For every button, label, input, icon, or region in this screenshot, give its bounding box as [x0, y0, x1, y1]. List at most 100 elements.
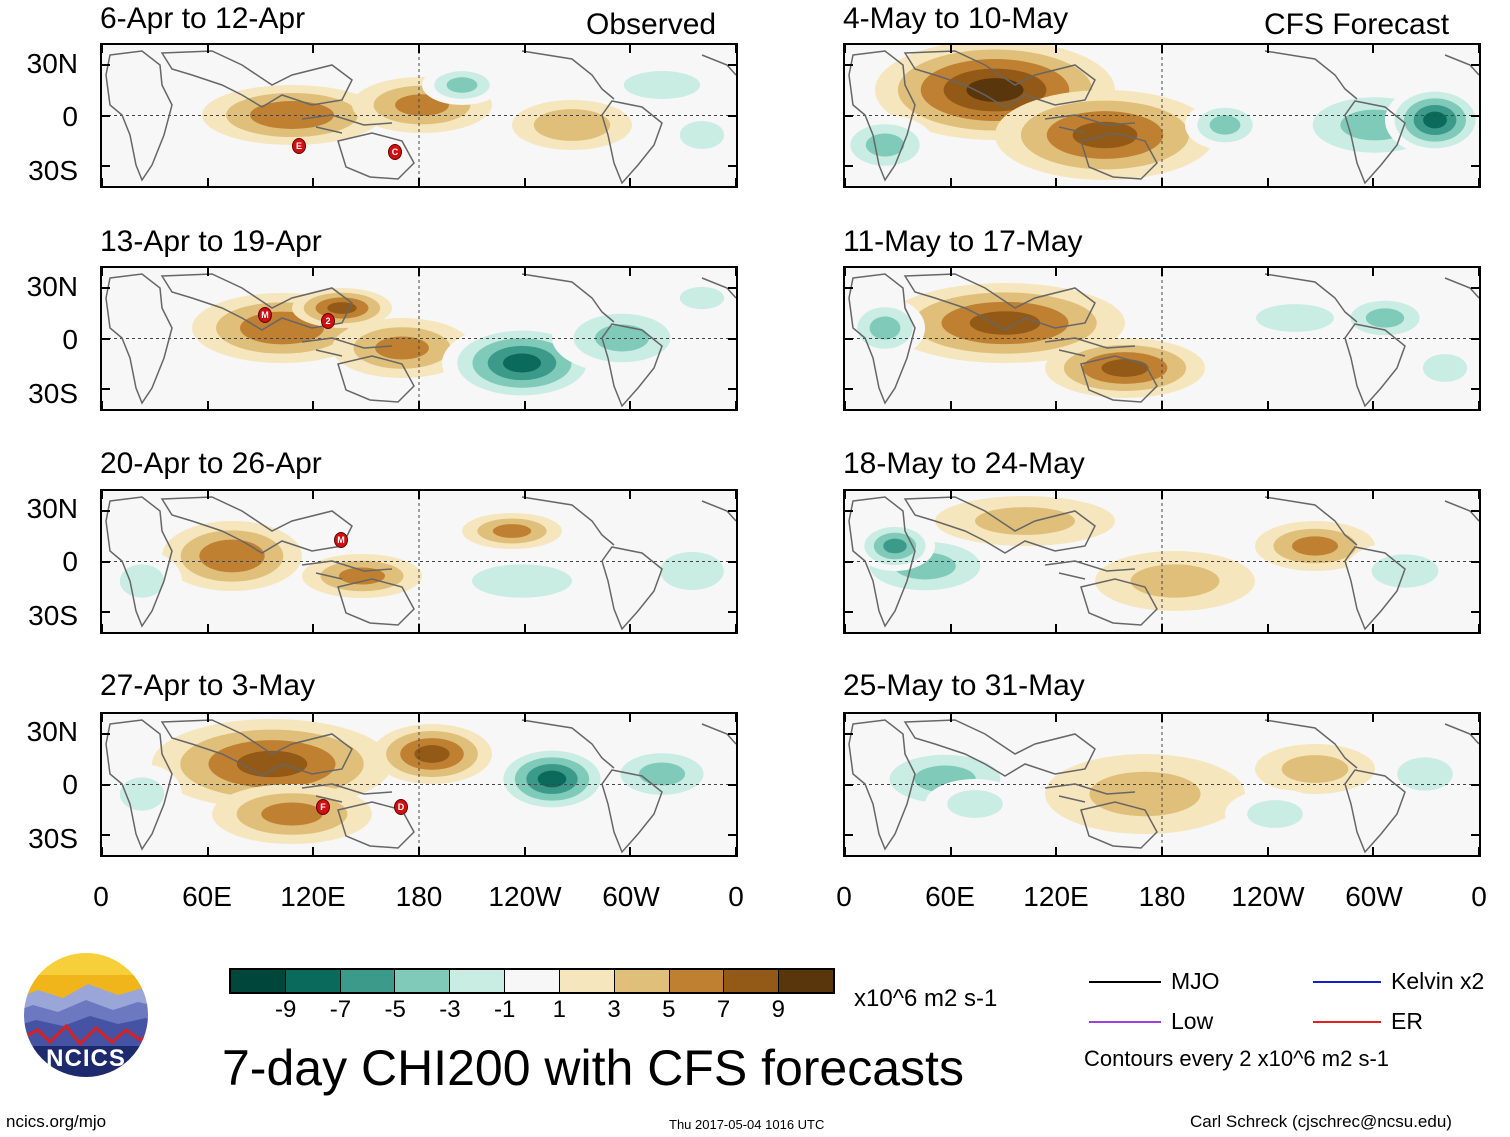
y-tick-mark [728, 286, 736, 289]
colorbar-label: 1 [552, 996, 567, 1023]
anomaly-contour [969, 311, 1041, 335]
y-tick-mark [102, 388, 110, 391]
x-tick-mark [312, 45, 315, 53]
anomaly-contour [1397, 757, 1453, 791]
colorbar-swatch [504, 970, 559, 992]
x-tick-mark [312, 847, 315, 855]
y-tick-label: 30N [26, 493, 78, 524]
x-tick-mark [418, 45, 420, 53]
north-america-outline [1264, 273, 1358, 323]
y-tick-mark [845, 286, 853, 289]
north-america-outline [1264, 50, 1358, 100]
colorbar-label: -1 [493, 996, 516, 1023]
x-tick-mark [629, 178, 632, 186]
map-canvas [845, 268, 1479, 409]
anomaly-contour [865, 133, 905, 157]
anomaly-contour [1247, 800, 1303, 828]
x-tick-mark [1266, 847, 1269, 855]
y-tick-mark [728, 611, 736, 614]
europe-outline [701, 500, 736, 522]
asia-outline [160, 496, 353, 554]
x-tick-mark [418, 714, 420, 722]
map-panel-forecast-3 [843, 489, 1481, 634]
anomaly-contour [414, 745, 450, 763]
y-tick-mark [728, 63, 736, 66]
anomaly-contour [1089, 771, 1201, 817]
x-tick-mark [312, 401, 315, 409]
observed-label: Observed [586, 8, 717, 41]
colorbar-swatch [778, 970, 833, 992]
colorbar-swatch [558, 970, 614, 992]
x-tick-mark [845, 714, 846, 722]
x-tick-label: 0 [836, 881, 852, 912]
panel-title-left-1: 6-Apr to 12-Apr [100, 2, 306, 35]
south-america-outline [601, 546, 663, 631]
y-tick-mark [102, 63, 110, 66]
y-tick-label: 30N [26, 48, 78, 79]
africa-outline [848, 496, 916, 628]
x-tick-mark [629, 847, 632, 855]
north-america-outline [521, 273, 615, 323]
africa-outline [105, 273, 173, 405]
x-tick-mark [1055, 847, 1058, 855]
colorbar-label: -3 [439, 996, 461, 1023]
north-america-outline [521, 496, 615, 546]
x-tick-mark [1055, 401, 1058, 409]
europe-outline [1444, 277, 1479, 299]
x-tick-mark [949, 491, 952, 499]
x-tick-mark [1372, 45, 1375, 53]
maritime-continent-outline [301, 560, 393, 580]
y-tick-mark [1471, 114, 1479, 117]
y-tick-label: 30N [26, 271, 78, 302]
anomaly-contour [679, 121, 725, 149]
ncics-logo: NCICS [8, 950, 164, 1080]
y-tick-label: 30S [28, 155, 78, 186]
anomaly-contour [119, 564, 165, 598]
y-tick-mark [1471, 834, 1479, 837]
x-tick-mark [1055, 491, 1058, 499]
maritime-continent-outline [1044, 337, 1136, 357]
africa-outline [848, 719, 916, 851]
y-tick-mark [845, 114, 853, 117]
y-tick-mark [102, 114, 110, 117]
anomaly-contour [472, 564, 572, 598]
x-tick-mark [1478, 491, 1479, 499]
colorbar-swatch [339, 970, 395, 992]
anomaly-contour [492, 524, 532, 538]
legend-contours-note: Contours every 2 x10^6 m2 s-1 [1084, 1046, 1390, 1071]
y-tick-mark [728, 388, 736, 391]
colorbar-label: -5 [384, 996, 406, 1023]
map-panel-observed-3: M [100, 489, 738, 634]
y-tick-mark [845, 611, 853, 614]
panel-title-left-3: 20-Apr to 26-Apr [100, 447, 322, 480]
x-tick-mark [418, 847, 420, 855]
australia-outline [1080, 132, 1158, 180]
y-tick-mark [102, 783, 110, 786]
south-america-outline [1344, 769, 1406, 854]
anomaly-contour [660, 551, 724, 591]
footer-url[interactable]: ncics.org/mjo [6, 1112, 107, 1131]
x-tick-mark [312, 268, 315, 276]
footer-author: Carl Schreck (cjschrec@ncsu.edu) [1190, 1112, 1452, 1131]
x-tick-mark [629, 491, 632, 499]
x-tick-mark [1478, 624, 1479, 632]
x-tick-mark [629, 714, 632, 722]
anomaly-contour [595, 324, 649, 352]
x-tick-mark [949, 847, 952, 855]
africa-outline [105, 496, 173, 628]
map-canvas [102, 491, 736, 632]
y-tick-label: 0 [62, 769, 78, 800]
africa-outline [105, 719, 173, 851]
x-tick-mark [102, 268, 103, 276]
y-tick-mark [1471, 165, 1479, 168]
anomaly-contour [1209, 115, 1241, 135]
y-tick-mark [728, 337, 736, 340]
y-tick-label: 0 [62, 324, 78, 355]
anomaly-contour [1101, 359, 1149, 377]
y-tick-mark [102, 560, 110, 563]
y-tick-mark [845, 63, 853, 66]
europe-outline [1444, 54, 1479, 76]
y-tick-label: 0 [62, 546, 78, 577]
